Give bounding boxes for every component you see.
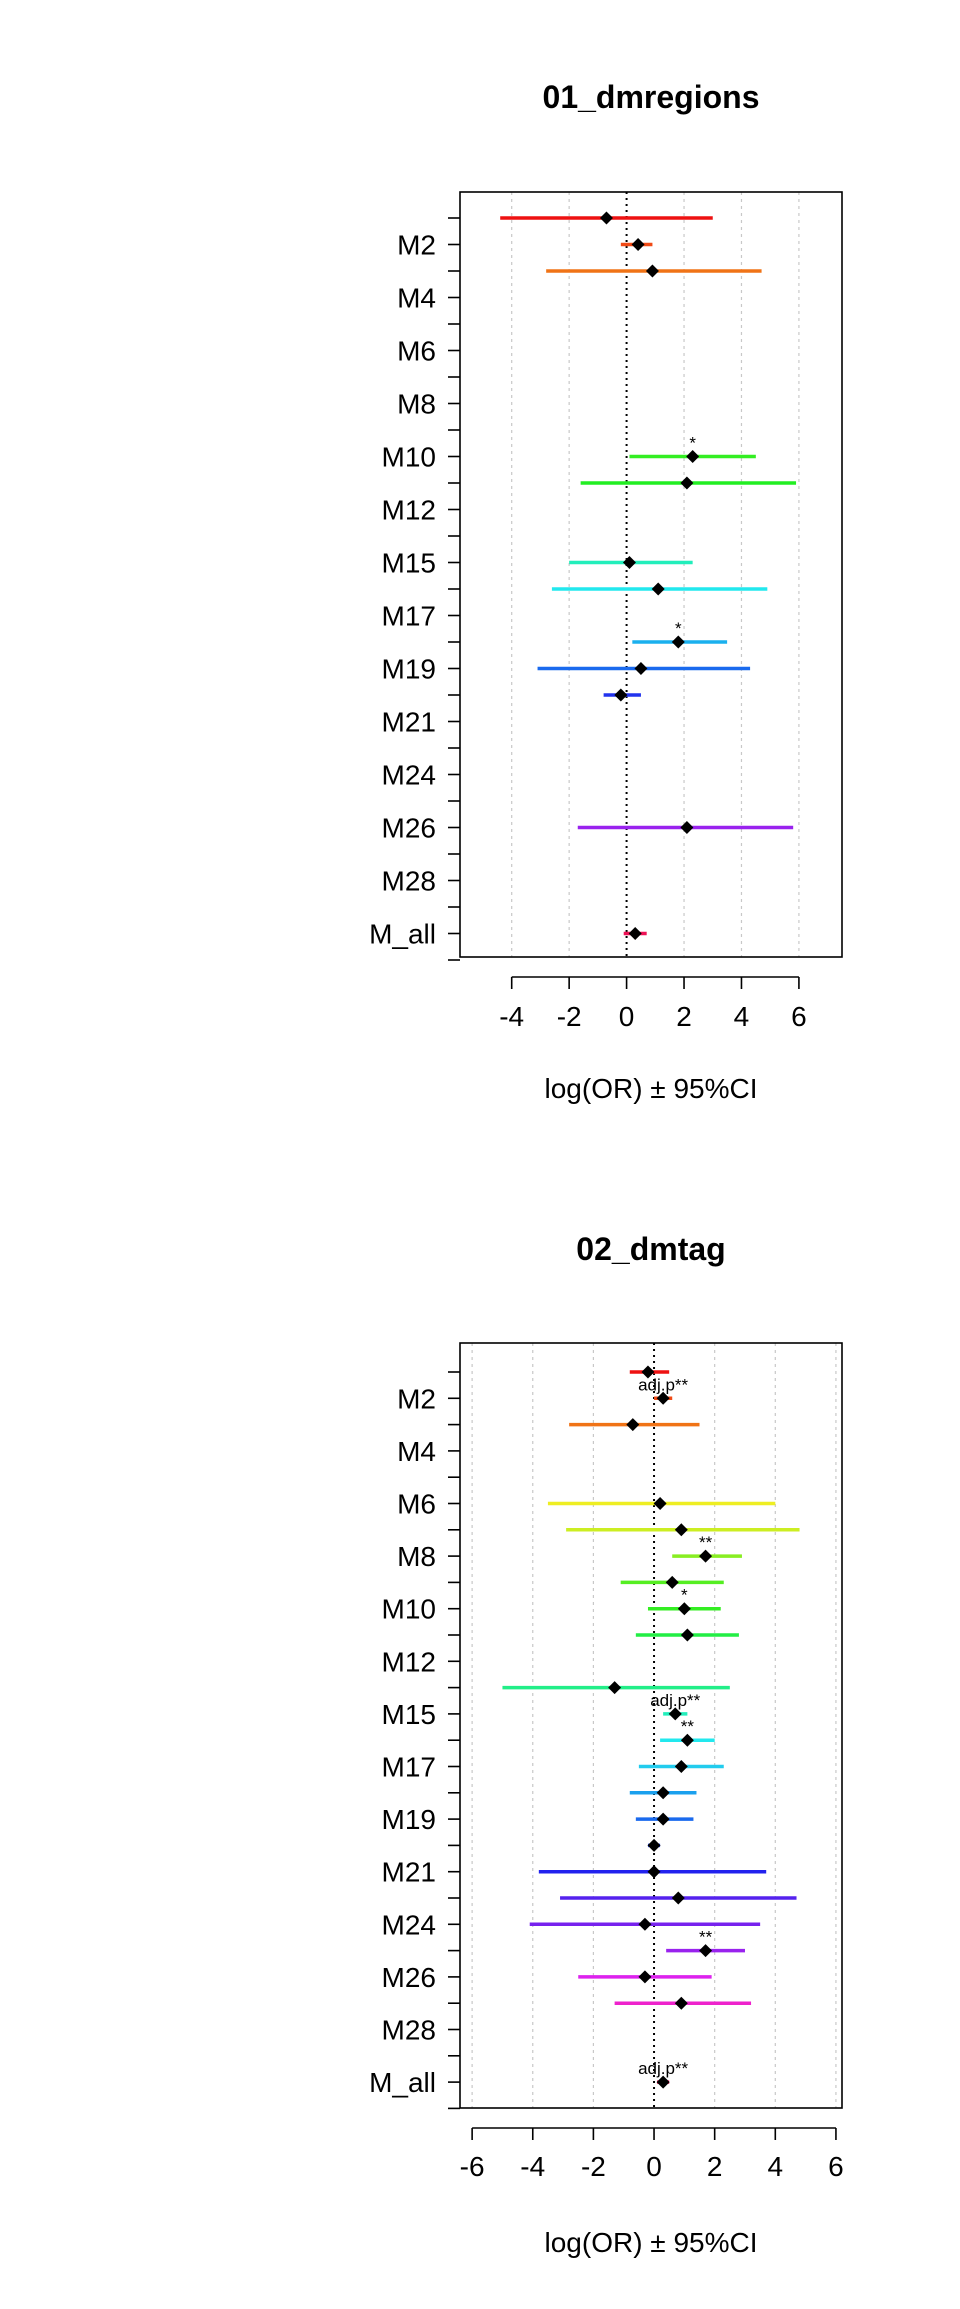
estimate-point bbox=[614, 688, 628, 702]
x-tick-label: -4 bbox=[499, 1001, 524, 1032]
estimate-point bbox=[671, 635, 685, 649]
x-tick-label: 0 bbox=[646, 2151, 662, 2182]
estimate-point bbox=[680, 476, 694, 490]
estimate-point bbox=[656, 2075, 670, 2089]
x-tick-label: 0 bbox=[619, 1001, 635, 1032]
significance-label: * bbox=[675, 619, 682, 638]
estimate-point bbox=[653, 1497, 667, 1510]
y-tick-label: M17 bbox=[382, 1752, 436, 1783]
panel-title: 01_dmregions bbox=[543, 79, 760, 115]
y-tick-label: M24 bbox=[382, 760, 436, 791]
estimate-point bbox=[608, 1681, 622, 1695]
x-axis-label: log(OR) ± 95%CI bbox=[545, 2227, 758, 2258]
significance-label: ** bbox=[699, 1928, 713, 1947]
estimate-point bbox=[656, 1812, 670, 1826]
x-tick-label: -6 bbox=[460, 2151, 485, 2182]
estimate-point bbox=[680, 1733, 694, 1747]
estimate-point bbox=[677, 1602, 691, 1616]
estimate-point bbox=[686, 450, 700, 463]
estimate-point bbox=[699, 1549, 713, 1563]
y-tick-label: M10 bbox=[382, 1594, 436, 1625]
y-tick-label: M24 bbox=[382, 1909, 436, 1940]
estimate-point bbox=[628, 927, 642, 940]
y-tick-label: M15 bbox=[382, 1699, 436, 1730]
estimate-point bbox=[656, 1786, 670, 1800]
y-tick-label: M19 bbox=[382, 1804, 436, 1835]
y-tick-label: M6 bbox=[397, 1489, 436, 1520]
significance-label: * bbox=[681, 1586, 688, 1605]
y-tick-label: M4 bbox=[397, 1436, 436, 1467]
estimate-point bbox=[674, 1760, 688, 1773]
x-tick-label: 2 bbox=[676, 1001, 692, 1032]
estimate-point bbox=[647, 1838, 661, 1852]
estimate-point bbox=[626, 1418, 640, 1432]
forest-plot-01-dmregions: 01_dmregions log(OR) ± 95%CI M2 M4 M6 M8 M10… bbox=[369, 79, 843, 1104]
y-tick-label: M28 bbox=[382, 2015, 436, 2046]
y-tick-label: M4 bbox=[397, 283, 436, 314]
y-tick-label: M2 bbox=[397, 230, 436, 261]
plot-frame bbox=[459, 1342, 843, 2109]
significance-label: ** bbox=[681, 1717, 695, 1736]
y-tick-label: M15 bbox=[382, 548, 436, 579]
x-tick-label: 2 bbox=[707, 2151, 723, 2182]
y-tick-label: M_all bbox=[369, 2067, 436, 2098]
y-tick-label: M10 bbox=[382, 442, 436, 473]
y-tick-label: M28 bbox=[382, 866, 436, 897]
significance-label: adj.p** bbox=[638, 2059, 688, 2078]
y-tick-label: M8 bbox=[397, 1541, 436, 1572]
x-tick-label: 6 bbox=[828, 2151, 844, 2182]
estimate-point bbox=[622, 556, 636, 569]
panel-title: 02_dmtag bbox=[576, 1231, 725, 1267]
x-tick-label: -4 bbox=[520, 2151, 545, 2182]
significance-label: * bbox=[689, 434, 696, 453]
estimate-point bbox=[645, 264, 659, 278]
y-tick-label: M8 bbox=[397, 389, 436, 420]
y-tick-label: M2 bbox=[397, 1383, 436, 1414]
x-tick-label: -2 bbox=[557, 1001, 582, 1032]
estimate-point bbox=[638, 1917, 652, 1931]
estimate-point bbox=[699, 1944, 713, 1958]
y-tick-label: M12 bbox=[382, 1646, 436, 1677]
estimate-point bbox=[680, 1628, 694, 1642]
estimate-point bbox=[656, 1391, 670, 1405]
estimate-point bbox=[668, 1707, 682, 1721]
significance-label: ** bbox=[699, 1533, 713, 1552]
estimate-point bbox=[680, 821, 694, 834]
y-tick-label: M26 bbox=[382, 1962, 436, 1993]
x-axis-label: log(OR) ± 95%CI bbox=[545, 1073, 758, 1104]
y-tick-label: M21 bbox=[382, 1857, 436, 1888]
estimate-point bbox=[647, 1865, 661, 1879]
estimate-point bbox=[641, 1365, 655, 1379]
y-tick-label: M_all bbox=[369, 919, 436, 950]
x-tick-label: 4 bbox=[768, 2151, 784, 2182]
y-tick-label: M17 bbox=[382, 601, 436, 632]
estimate-point bbox=[671, 1891, 685, 1905]
estimate-point bbox=[599, 211, 613, 225]
estimate-point bbox=[631, 238, 645, 251]
estimate-point bbox=[674, 1996, 688, 2010]
plot-frame bbox=[459, 191, 843, 958]
forest-plot-02-dmtag: 02_dmtag log(OR) ± 95%CI M2 M4 M6 M8 M10 M12 M… bbox=[369, 1231, 844, 2258]
y-tick-label: M21 bbox=[382, 707, 436, 738]
estimate-point bbox=[674, 1523, 688, 1537]
estimate-point bbox=[651, 582, 665, 596]
y-tick-label: M12 bbox=[382, 495, 436, 526]
y-tick-label: M19 bbox=[382, 654, 436, 685]
significance-label: adj.p** bbox=[650, 1691, 700, 1710]
x-tick-label: 6 bbox=[791, 1001, 807, 1032]
x-tick-label: -2 bbox=[581, 2151, 606, 2182]
estimate-point bbox=[665, 1575, 679, 1589]
y-tick-label: M26 bbox=[382, 813, 436, 844]
x-tick-label: 4 bbox=[734, 1001, 750, 1032]
estimate-point bbox=[638, 1970, 652, 1984]
estimate-point bbox=[634, 662, 648, 675]
significance-label: adj.p** bbox=[638, 1375, 688, 1394]
y-tick-label: M6 bbox=[397, 336, 436, 367]
